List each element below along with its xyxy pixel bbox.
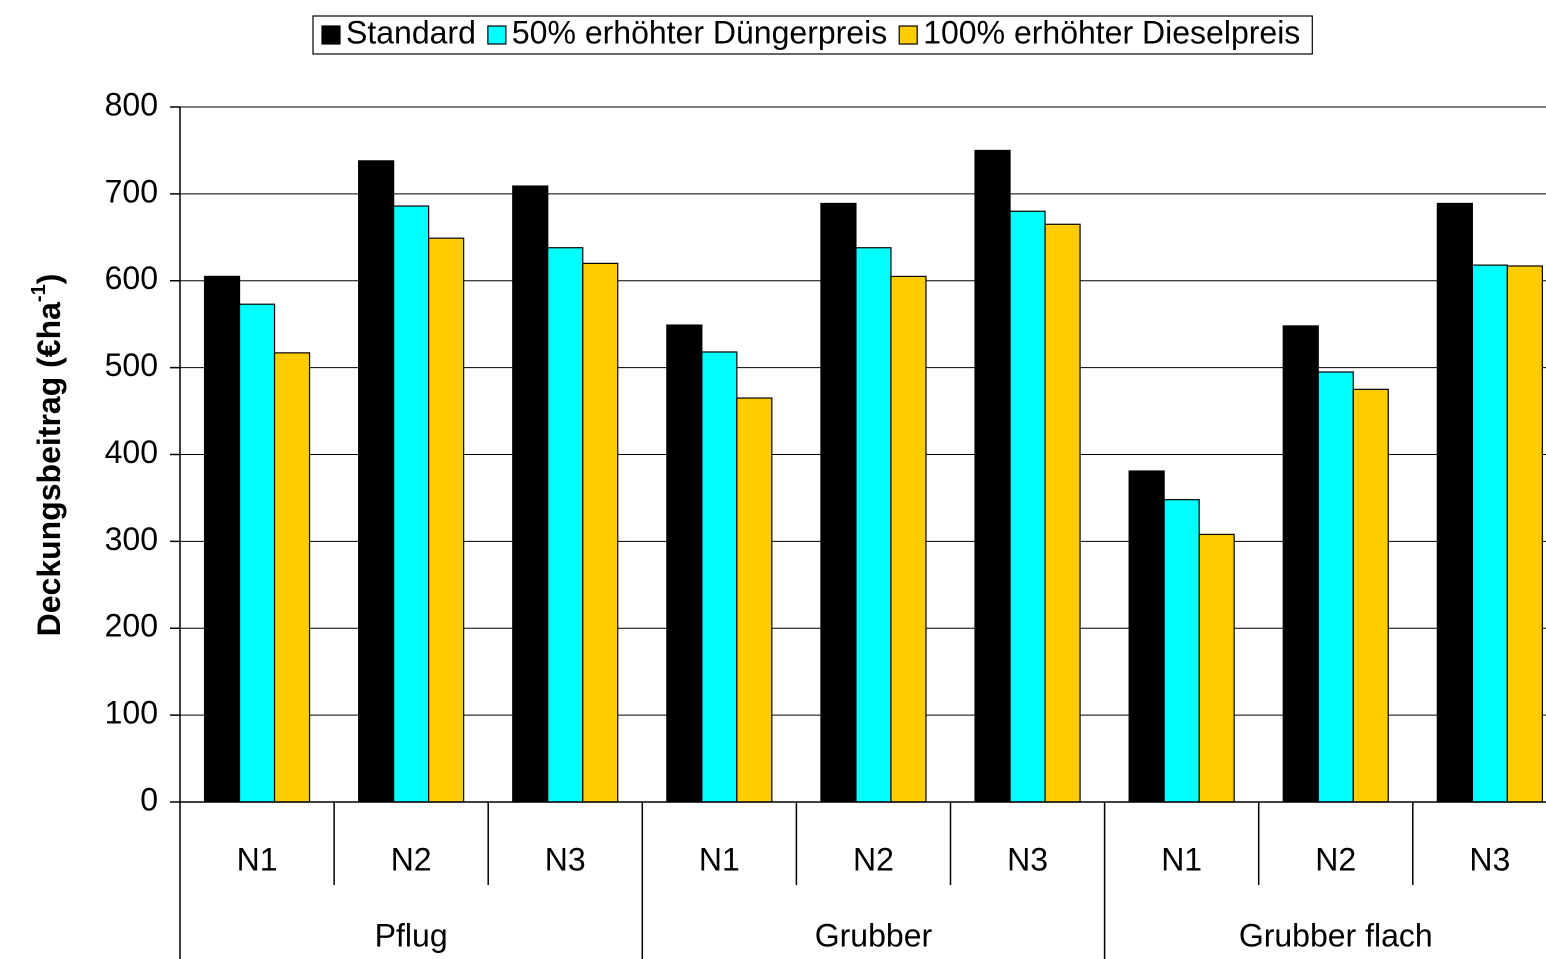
legend-swatch <box>898 25 918 45</box>
x-tick-label: N1 <box>237 841 278 877</box>
x-tick-label: N2 <box>391 841 432 877</box>
x-tick-label: N2 <box>1315 841 1356 877</box>
bar <box>1471 264 1508 803</box>
bar <box>238 303 276 803</box>
x-tick-label: N3 <box>545 841 586 877</box>
legend-label: 50% erhöhter Düngerpreis <box>512 14 887 50</box>
legend-swatch <box>321 25 341 45</box>
bar <box>273 352 311 803</box>
legend-label: Standard <box>346 14 476 50</box>
bar <box>1436 202 1473 803</box>
bar <box>1128 470 1165 803</box>
y-tick-label: 0 <box>140 781 158 817</box>
group-label: Pflug <box>375 917 448 953</box>
y-tick-label: 800 <box>105 86 158 122</box>
legend-swatch <box>487 25 507 45</box>
legend-box <box>312 15 1313 55</box>
bar <box>974 149 1011 803</box>
bar <box>1044 223 1081 803</box>
bar <box>701 351 738 803</box>
bar <box>1009 210 1046 803</box>
bar <box>736 397 773 803</box>
bar <box>890 275 927 803</box>
x-tick-label: N2 <box>853 841 894 877</box>
bar <box>1352 388 1389 803</box>
y-tick-label: 600 <box>105 260 158 296</box>
bar <box>203 275 241 803</box>
x-tick-label: N1 <box>1161 841 1202 877</box>
y-axis-label-text: Deckungsbeitrag (€ha <box>31 302 67 637</box>
x-tick-label: N1 <box>699 841 740 877</box>
y-tick-label: 200 <box>105 608 158 644</box>
bar <box>582 262 619 803</box>
y-tick-label: 500 <box>105 347 158 383</box>
bar <box>393 205 430 803</box>
bar <box>1506 265 1543 803</box>
x-tick-label: N3 <box>1469 841 1510 877</box>
y-axis-label-suffix: ) <box>31 274 67 285</box>
bar <box>855 247 892 803</box>
y-tick-label: 300 <box>105 521 158 557</box>
x-tick-label: N3 <box>1007 841 1048 877</box>
bar <box>512 185 549 803</box>
bar <box>1163 499 1200 803</box>
y-tick-label: 700 <box>105 173 158 209</box>
y-axis-label-superscript: -1 <box>28 284 50 302</box>
bar <box>820 202 857 803</box>
bar <box>1317 371 1354 803</box>
y-tick-label: 100 <box>105 695 158 731</box>
bar <box>1282 325 1319 803</box>
legend-label: 100% erhöhter Dieselpreis <box>923 14 1300 50</box>
bar <box>358 160 395 803</box>
bar <box>428 237 465 803</box>
group-label: Grubber flach <box>1239 917 1433 953</box>
bar <box>666 324 703 803</box>
bar <box>547 247 584 803</box>
y-tick-label: 400 <box>105 434 158 470</box>
bar <box>1198 533 1235 803</box>
legend: Standard 50% erhöhter Düngerpreis 100% erh… <box>312 14 1313 55</box>
group-label: Grubber <box>815 917 933 953</box>
y-axis-label: Deckungsbeitrag (€ha-1) <box>28 274 67 637</box>
